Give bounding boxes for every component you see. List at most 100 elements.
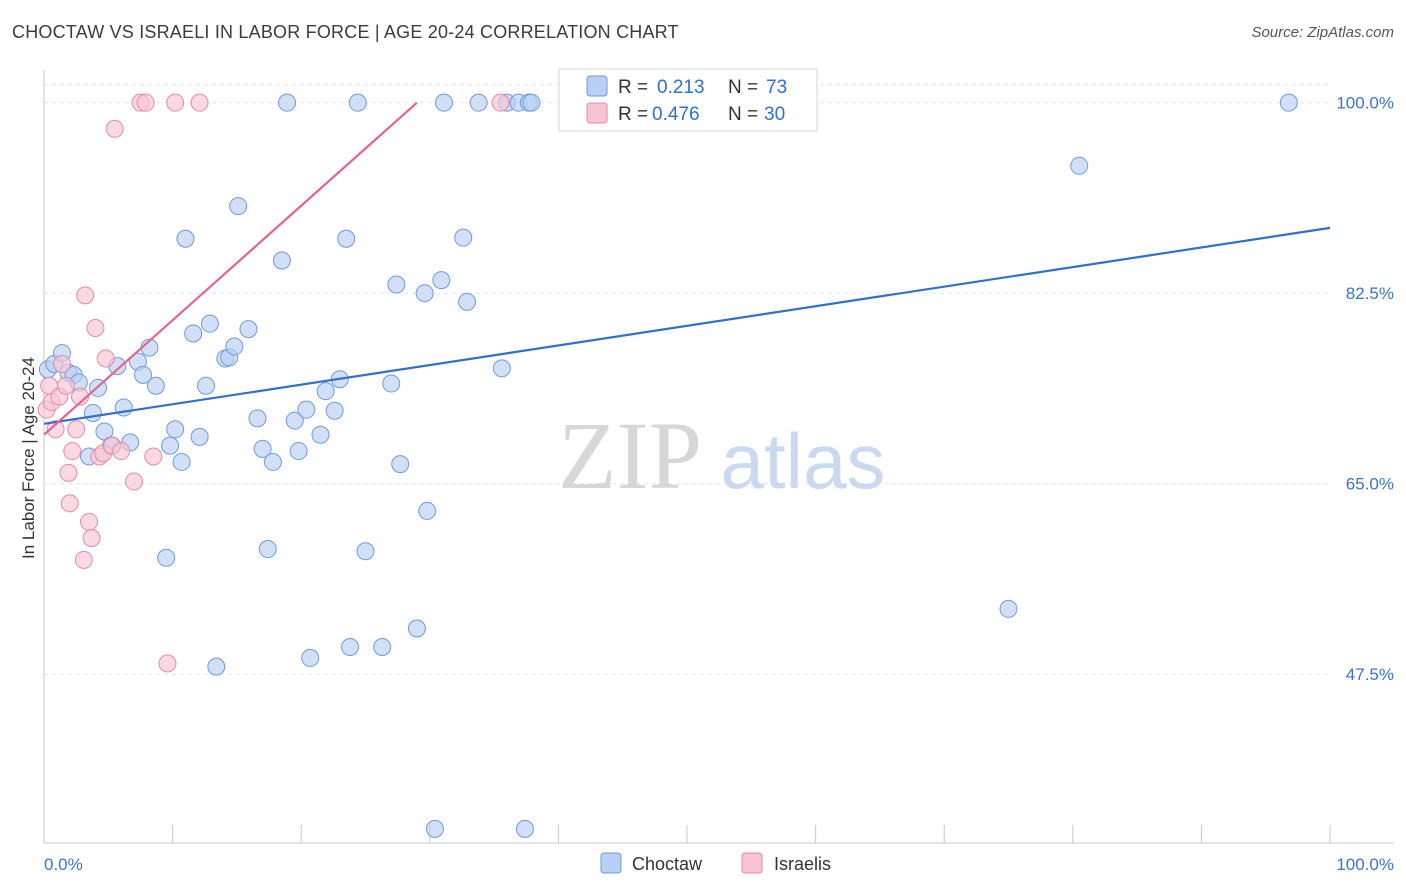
point-choctaw <box>263 452 282 471</box>
series-choctaw <box>38 93 1298 838</box>
point-choctaw <box>522 93 541 112</box>
point-israelis <box>82 529 101 548</box>
legend-n-label-2: N = <box>728 104 758 125</box>
legend-r-value-2: 0.476 <box>652 104 700 125</box>
y-axis-label: In Labor Force | Age 20-24 <box>19 357 38 559</box>
point-israelis <box>125 472 144 491</box>
point-israelis <box>76 286 95 305</box>
axes <box>43 70 1394 844</box>
point-choctaw <box>458 292 477 311</box>
legend-r-label-2: R = <box>618 104 648 125</box>
point-choctaw <box>515 819 534 838</box>
y-tick-labels: 100.0% 82.5% 65.0% 47.5% <box>1336 94 1394 685</box>
point-choctaw <box>434 93 453 112</box>
point-israelis <box>74 550 93 569</box>
point-choctaw <box>391 455 410 474</box>
point-choctaw <box>157 548 176 567</box>
point-choctaw <box>348 93 367 112</box>
point-choctaw <box>134 365 153 384</box>
point-choctaw <box>407 619 426 638</box>
point-choctaw <box>166 420 185 439</box>
point-israelis <box>46 420 65 439</box>
point-choctaw <box>200 314 219 333</box>
point-choctaw <box>184 324 203 343</box>
legend-n-value-2: 30 <box>764 104 785 125</box>
bottom-legend-swatch-israelis <box>741 852 763 874</box>
point-choctaw <box>248 409 267 428</box>
point-choctaw <box>197 376 216 395</box>
bottom-legend-swatch-choctaw <box>600 852 622 874</box>
point-choctaw <box>225 337 244 356</box>
point-choctaw <box>207 657 226 676</box>
point-israelis <box>60 494 79 513</box>
point-choctaw <box>1279 93 1298 112</box>
legend-r-value-1: 0.213 <box>657 77 705 98</box>
y-tick-label: 82.5% <box>1346 284 1394 303</box>
x-tick-label-max: 100.0% <box>1336 855 1394 874</box>
point-choctaw <box>190 427 209 446</box>
point-choctaw <box>172 452 191 471</box>
point-choctaw <box>316 382 335 401</box>
trend-line-choctaw <box>43 226 1331 425</box>
point-choctaw <box>418 501 437 520</box>
point-israelis <box>63 442 82 461</box>
point-choctaw <box>278 93 297 112</box>
gridlines <box>44 84 1330 675</box>
bottom-legend: Choctaw Israelis <box>600 852 831 874</box>
point-choctaw <box>285 411 304 430</box>
point-israelis <box>86 319 105 338</box>
chart-title: CHOCTAW VS ISRAELI IN LABOR FORCE | AGE … <box>12 22 679 42</box>
point-israelis <box>105 119 124 138</box>
point-choctaw <box>469 93 488 112</box>
point-israelis <box>59 463 78 482</box>
point-choctaw <box>425 819 444 838</box>
source-label: Source: ZipAtlas.com <box>1251 24 1394 41</box>
trend-line-israelis <box>43 101 418 436</box>
legend-n-value-1: 73 <box>766 77 787 98</box>
point-choctaw <box>289 442 308 461</box>
point-israelis <box>71 387 90 406</box>
legend-swatch-israelis <box>586 102 608 124</box>
watermark: ZIP atlas <box>558 402 885 509</box>
bottom-legend-choctaw: Choctaw <box>632 854 703 874</box>
legend-swatch-choctaw <box>586 75 608 97</box>
point-choctaw <box>176 229 195 248</box>
point-choctaw <box>311 425 330 444</box>
point-choctaw <box>272 251 291 270</box>
data-points <box>37 93 1298 838</box>
point-israelis <box>56 376 75 395</box>
point-choctaw <box>161 436 180 455</box>
point-choctaw <box>301 648 320 667</box>
point-choctaw <box>239 320 258 339</box>
point-choctaw <box>297 400 316 419</box>
trend-lines <box>43 101 1331 436</box>
x-tick-label-min: 0.0% <box>44 855 83 874</box>
y-tick-label: 47.5% <box>1346 665 1394 684</box>
point-choctaw <box>337 229 356 248</box>
y-tick-label: 65.0% <box>1346 475 1394 494</box>
point-israelis <box>53 354 72 373</box>
point-choctaw <box>387 275 406 294</box>
legend-r-label-1: R = <box>618 77 648 98</box>
watermark-zip: ZIP <box>558 402 702 509</box>
point-israelis <box>67 420 86 439</box>
point-israelis <box>80 512 99 531</box>
legend-n-label-1: N = <box>728 77 758 98</box>
point-israelis <box>491 93 510 112</box>
point-choctaw <box>356 542 375 561</box>
point-israelis <box>158 654 177 673</box>
point-choctaw <box>373 638 392 657</box>
point-israelis <box>166 93 185 112</box>
point-israelis <box>144 447 163 466</box>
point-choctaw <box>415 284 434 303</box>
point-choctaw <box>1070 156 1089 175</box>
point-choctaw <box>492 359 511 378</box>
point-israelis <box>136 93 155 112</box>
watermark-atlas: atlas <box>721 417 886 505</box>
point-choctaw <box>325 401 344 420</box>
x-tick-labels: 0.0% 100.0% <box>44 855 1394 874</box>
point-choctaw <box>229 197 248 216</box>
point-choctaw <box>999 599 1018 618</box>
point-choctaw <box>146 376 165 395</box>
